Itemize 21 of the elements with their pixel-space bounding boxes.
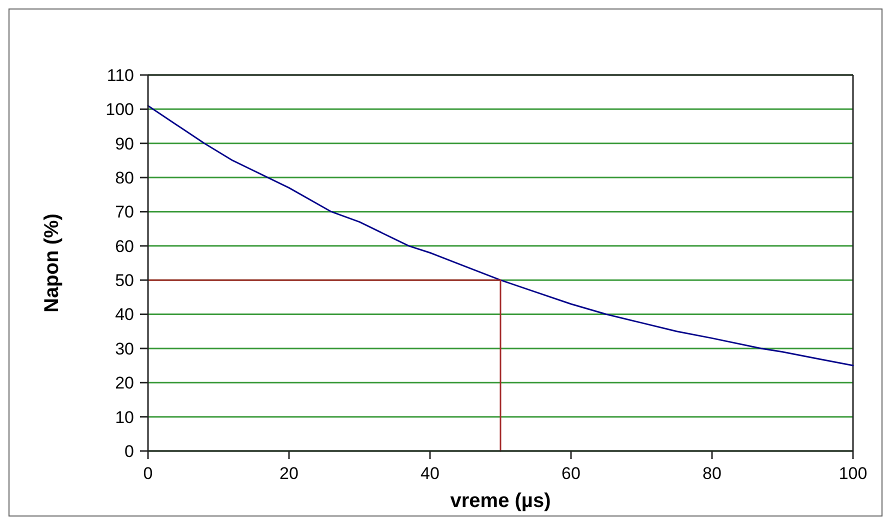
y-tick-label: 70 bbox=[115, 202, 134, 222]
x-tick-label: 100 bbox=[838, 464, 868, 483]
x-axis-title: vreme (µs) bbox=[450, 490, 551, 512]
line-series bbox=[147, 105, 854, 366]
y-tick-label: 10 bbox=[115, 408, 134, 427]
y-tick-label: 100 bbox=[106, 100, 134, 120]
x-tick-label: 60 bbox=[562, 464, 580, 483]
y-tick-label: 80 bbox=[115, 168, 134, 188]
y-axis-title: Napon (%) bbox=[41, 214, 63, 312]
y-tick-label: 20 bbox=[115, 374, 134, 393]
y-tick-label: 90 bbox=[115, 134, 134, 154]
y-tick-label: 40 bbox=[115, 305, 134, 324]
y-tick-label: 60 bbox=[115, 236, 134, 256]
y-tick-label: 30 bbox=[115, 339, 134, 358]
x-tick-label: 40 bbox=[420, 464, 440, 483]
x-tick-label: 20 bbox=[280, 464, 298, 483]
y-tick-label: 50 bbox=[115, 271, 134, 290]
y-tick-label: 0 bbox=[124, 442, 134, 461]
x-tick-label: 0 bbox=[143, 464, 153, 483]
x-tick-label: 80 bbox=[702, 464, 722, 483]
y-tick-label: 110 bbox=[106, 66, 134, 85]
